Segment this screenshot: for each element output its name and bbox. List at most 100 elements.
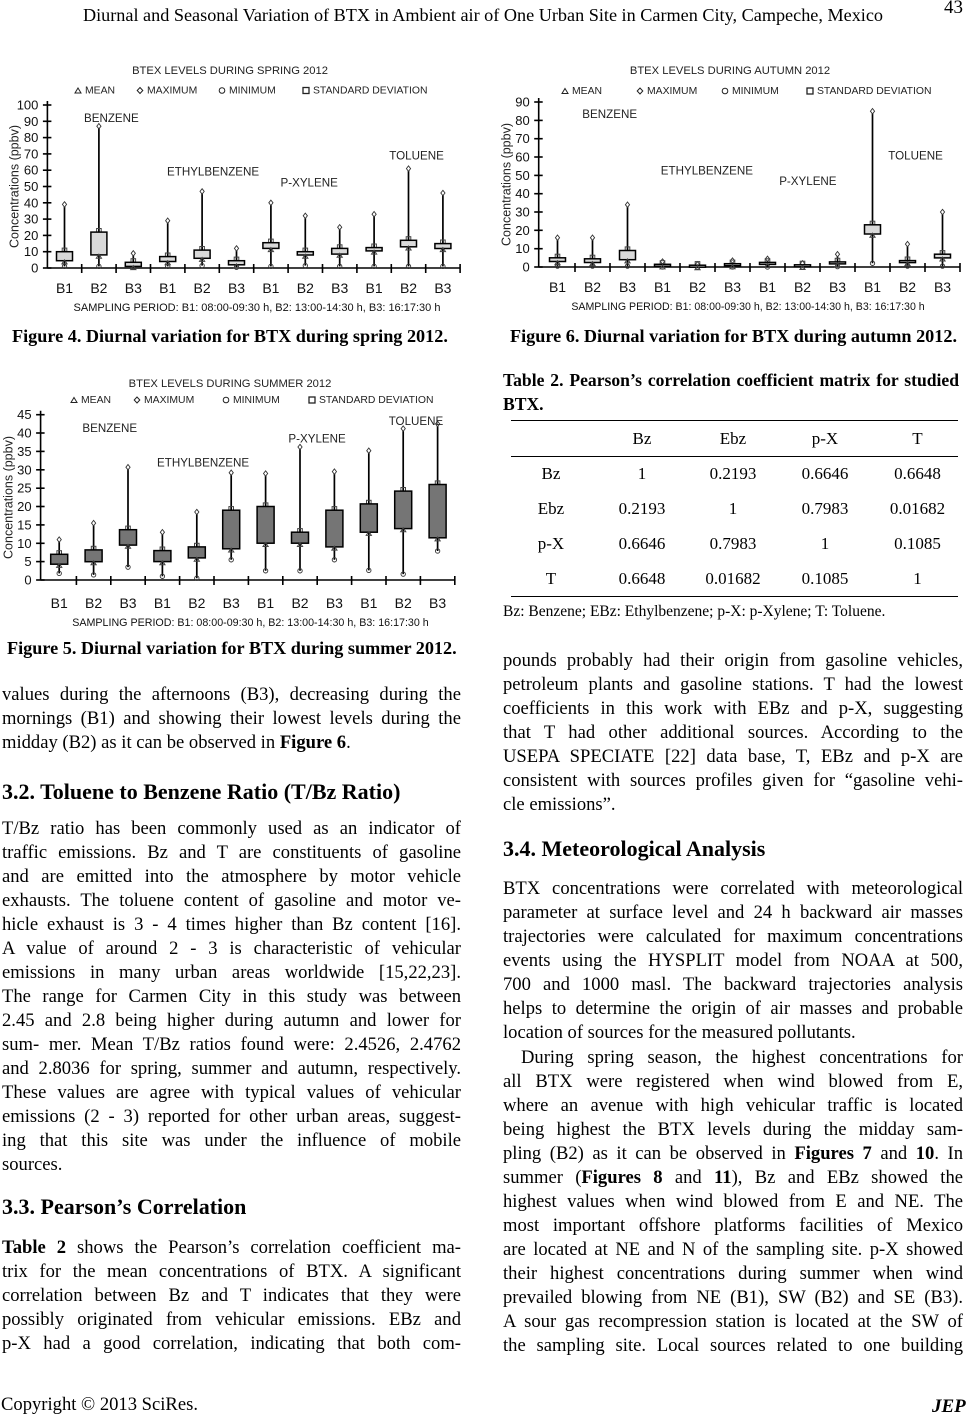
svg-text:10: 10: [515, 241, 529, 256]
svg-text:B2: B2: [584, 279, 601, 295]
svg-text:B3: B3: [326, 595, 343, 611]
svg-text:B2: B2: [90, 280, 107, 296]
svg-text:B1: B1: [864, 279, 881, 295]
svg-text:SAMPLING PERIOD: B1: 08:00-09:: SAMPLING PERIOD: B1: 08:00-09:30 h, B2: …: [72, 617, 429, 629]
svg-text:70: 70: [24, 146, 38, 161]
svg-text:MINIMUM: MINIMUM: [732, 86, 779, 97]
svg-text:60: 60: [515, 150, 529, 165]
svg-text:B3: B3: [429, 595, 446, 611]
svg-text:BENZENE: BENZENE: [84, 112, 139, 125]
svg-text:B3: B3: [434, 280, 451, 296]
svg-text:MINIMUM: MINIMUM: [229, 86, 276, 97]
svg-text:B2: B2: [188, 595, 205, 611]
svg-text:TOLUENE: TOLUENE: [389, 150, 444, 163]
svg-text:B3: B3: [331, 280, 348, 296]
svg-text:B2: B2: [194, 280, 211, 296]
svg-text:0: 0: [522, 260, 529, 275]
svg-text:B1: B1: [549, 279, 566, 295]
svg-text:SAMPLING PERIOD: B1: 08:00-09:: SAMPLING PERIOD: B1: 08:00-09:30 h, B2: …: [571, 301, 924, 313]
svg-text:MEAN: MEAN: [81, 395, 111, 406]
svg-text:P-XYLENE: P-XYLENE: [281, 176, 339, 189]
svg-text:BTEX LEVELS DURING SUMMER 2012: BTEX LEVELS DURING SUMMER 2012: [129, 378, 332, 390]
svg-text:20: 20: [24, 228, 38, 243]
svg-text:30: 30: [17, 462, 31, 477]
svg-text:B1: B1: [154, 595, 171, 611]
svg-text:40: 40: [515, 186, 529, 201]
svg-text:MEAN: MEAN: [572, 86, 602, 97]
svg-text:25: 25: [17, 481, 31, 496]
svg-text:B3: B3: [119, 595, 136, 611]
svg-text:BTEX LEVELS DURING AUTUMN 2012: BTEX LEVELS DURING AUTUMN 2012: [630, 65, 830, 77]
svg-text:90: 90: [515, 95, 529, 110]
svg-text:STANDARD DEVIATION: STANDARD DEVIATION: [319, 395, 434, 406]
svg-text:30: 30: [515, 205, 529, 220]
svg-text:BENZENE: BENZENE: [582, 108, 637, 121]
svg-text:B3: B3: [724, 279, 741, 295]
svg-text:30: 30: [24, 212, 38, 227]
svg-text:B2: B2: [291, 595, 308, 611]
svg-text:10: 10: [17, 536, 31, 551]
svg-text:MAXIMUM: MAXIMUM: [147, 86, 197, 97]
svg-text:TOLUENE: TOLUENE: [888, 150, 943, 163]
svg-text:B3: B3: [125, 280, 142, 296]
svg-text:ETHYLBENZENE: ETHYLBENZENE: [157, 457, 249, 470]
svg-text:Concentrations (ppbv): Concentrations (ppbv): [2, 436, 16, 559]
svg-text:ETHYLBENZENE: ETHYLBENZENE: [661, 165, 753, 178]
svg-text:B2: B2: [395, 595, 412, 611]
svg-text:45: 45: [17, 407, 31, 422]
svg-text:60: 60: [24, 163, 38, 178]
svg-text:35: 35: [17, 444, 31, 459]
svg-text:B1: B1: [759, 279, 776, 295]
svg-text:B3: B3: [619, 279, 636, 295]
svg-text:40: 40: [24, 195, 38, 210]
svg-text:MAXIMUM: MAXIMUM: [144, 395, 194, 406]
svg-text:MEAN: MEAN: [85, 86, 115, 97]
svg-text:B2: B2: [297, 280, 314, 296]
svg-text:Concentrations (ppbv): Concentrations (ppbv): [8, 125, 22, 248]
svg-text:P-XYLENE: P-XYLENE: [288, 433, 346, 446]
svg-text:B1: B1: [366, 280, 383, 296]
svg-text:P-XYLENE: P-XYLENE: [779, 175, 837, 188]
svg-text:100: 100: [17, 98, 39, 113]
svg-text:Concentrations (ppbv): Concentrations (ppbv): [500, 123, 514, 246]
svg-text:B2: B2: [85, 595, 102, 611]
svg-text:B1: B1: [51, 595, 68, 611]
svg-text:B2: B2: [899, 279, 916, 295]
svg-text:BTEX LEVELS DURING SPRING 2012: BTEX LEVELS DURING SPRING 2012: [132, 65, 328, 77]
svg-text:B2: B2: [689, 279, 706, 295]
svg-text:20: 20: [515, 223, 529, 238]
svg-text:B1: B1: [654, 279, 671, 295]
svg-text:0: 0: [24, 573, 31, 588]
svg-text:10: 10: [24, 244, 38, 259]
svg-text:70: 70: [515, 131, 529, 146]
svg-text:B2: B2: [400, 280, 417, 296]
svg-text:B1: B1: [257, 595, 274, 611]
svg-text:B1: B1: [360, 595, 377, 611]
svg-text:B3: B3: [223, 595, 240, 611]
svg-text:TOLUENE: TOLUENE: [389, 415, 444, 428]
svg-text:40: 40: [17, 426, 31, 441]
svg-text:B3: B3: [829, 279, 846, 295]
svg-text:B2: B2: [794, 279, 811, 295]
svg-text:50: 50: [24, 179, 38, 194]
svg-text:50: 50: [515, 168, 529, 183]
svg-text:MINIMUM: MINIMUM: [233, 395, 280, 406]
svg-text:B3: B3: [228, 280, 245, 296]
svg-text:20: 20: [17, 499, 31, 514]
svg-text:90: 90: [24, 114, 38, 129]
svg-text:STANDARD DEVIATION: STANDARD DEVIATION: [313, 86, 428, 97]
svg-text:80: 80: [515, 113, 529, 128]
svg-text:ETHYLBENZENE: ETHYLBENZENE: [167, 166, 259, 179]
svg-text:B3: B3: [934, 279, 951, 295]
svg-text:STANDARD DEVIATION: STANDARD DEVIATION: [817, 86, 932, 97]
svg-text:15: 15: [17, 517, 31, 532]
svg-text:B1: B1: [262, 280, 279, 296]
svg-text:BENZENE: BENZENE: [82, 422, 137, 435]
svg-text:SAMPLING PERIOD: B1: 08:00-09:: SAMPLING PERIOD: B1: 08:00-09:30 h, B2: …: [74, 302, 441, 314]
svg-text:5: 5: [24, 554, 31, 569]
svg-text:0: 0: [31, 261, 38, 276]
svg-text:80: 80: [24, 130, 38, 145]
svg-text:B1: B1: [56, 280, 73, 296]
svg-text:B1: B1: [159, 280, 176, 296]
svg-text:MAXIMUM: MAXIMUM: [647, 86, 697, 97]
